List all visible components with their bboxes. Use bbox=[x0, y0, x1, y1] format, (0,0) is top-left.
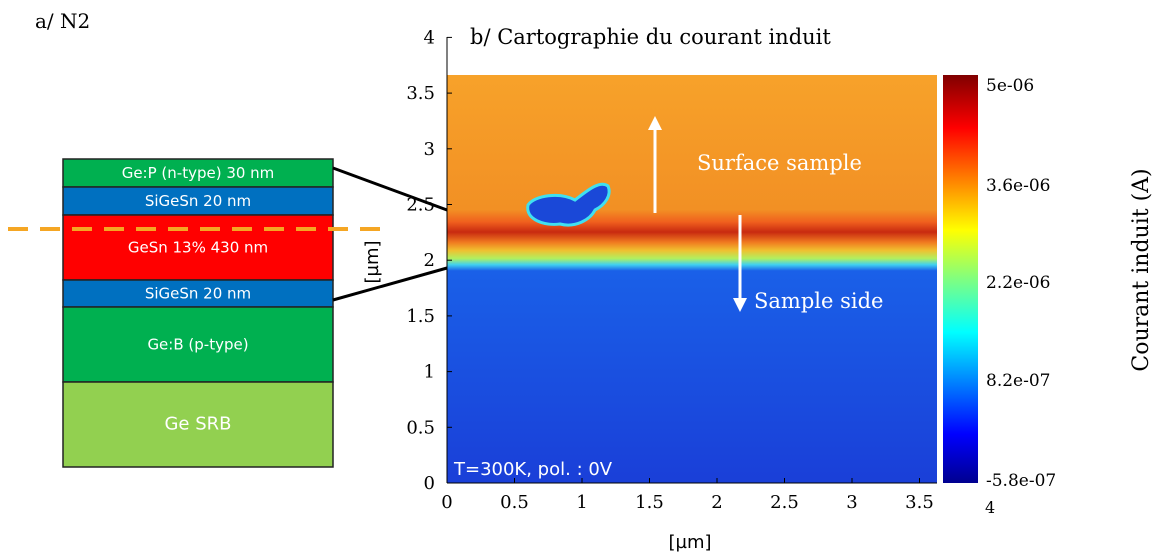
layer bbox=[62, 214, 334, 281]
ticks: 0 0.5 1 1.5 2 2.5 3 3.5 4 0 0.5 1 1.5 2 2.5 3 3.5 5e-06 3.… bbox=[406, 27, 1056, 513]
colorbar-corner: 4 bbox=[985, 498, 995, 517]
x-tick-label: 3 bbox=[846, 492, 857, 513]
y-tick-label: 0.5 bbox=[406, 417, 435, 438]
x-tick-label: 0.5 bbox=[500, 492, 529, 513]
current-map bbox=[447, 75, 937, 483]
layer-label: Ge:P (n-type) 30 nm bbox=[122, 164, 275, 182]
annotation: Sample side bbox=[754, 289, 883, 313]
annotation: Surface sample bbox=[697, 151, 862, 175]
x-tick-label: 0 bbox=[441, 492, 452, 513]
layer-label: GeSn 13% 430 nm bbox=[128, 239, 268, 257]
colorbar-label: Courant induit (A) bbox=[1129, 168, 1154, 371]
layer-stack: Ge:P (n-type) 30 nm SiGeSn 20 nm GeSn 13% … bbox=[62, 158, 334, 468]
colorbar bbox=[943, 75, 978, 483]
layer bbox=[62, 279, 334, 308]
y-tick-label: 1.5 bbox=[406, 306, 435, 327]
x-axis-label: [µm] bbox=[668, 532, 711, 553]
colorbar-tick-label: 2.2e-06 bbox=[986, 273, 1050, 293]
y-tick-label: 0 bbox=[424, 473, 435, 494]
colorbar-tick-label: 3.6e-06 bbox=[986, 176, 1050, 196]
layer bbox=[62, 186, 334, 216]
x-tick-label: 1.5 bbox=[635, 492, 664, 513]
layer bbox=[62, 158, 334, 188]
layer bbox=[62, 381, 334, 468]
layer-label: SiGeSn 20 nm bbox=[145, 192, 251, 210]
layer-label: Ge:B (p-type) bbox=[147, 336, 248, 354]
x-tick-label: 2.5 bbox=[770, 492, 799, 513]
x-tick-label: 2 bbox=[711, 492, 722, 513]
layer-label: Ge SRB bbox=[164, 414, 231, 435]
colorbar-tick-label: -5.8e-07 bbox=[986, 471, 1056, 491]
layer-label: SiGeSn 20 nm bbox=[145, 285, 251, 303]
y-tick-label: 2 bbox=[424, 250, 435, 271]
y-tick-label: 3 bbox=[424, 139, 435, 160]
y-axis-label: [µm] bbox=[362, 240, 383, 283]
y-tick-label: 2.5 bbox=[406, 195, 435, 216]
defect bbox=[526, 182, 611, 227]
y-tick-label: 4 bbox=[424, 27, 435, 48]
layer bbox=[62, 306, 334, 383]
x-tick-label: 3.5 bbox=[905, 492, 934, 513]
x-tick-label: 1 bbox=[576, 492, 587, 513]
annotation: T=300K, pol. : 0V bbox=[453, 459, 613, 480]
panel-a-title: a/ N2 bbox=[35, 9, 90, 33]
panel-b-title: b/ Cartographie du courant induit bbox=[470, 25, 831, 49]
colorbar-tick-label: 5e-06 bbox=[986, 76, 1034, 96]
zoom-line bbox=[332, 166, 448, 212]
zoom-line bbox=[332, 266, 448, 302]
y-tick-label: 3.5 bbox=[406, 83, 435, 104]
y-tick-label: 1 bbox=[424, 362, 435, 383]
colorbar-tick-label: 8.2e-07 bbox=[986, 371, 1050, 391]
arrows bbox=[648, 116, 747, 312]
